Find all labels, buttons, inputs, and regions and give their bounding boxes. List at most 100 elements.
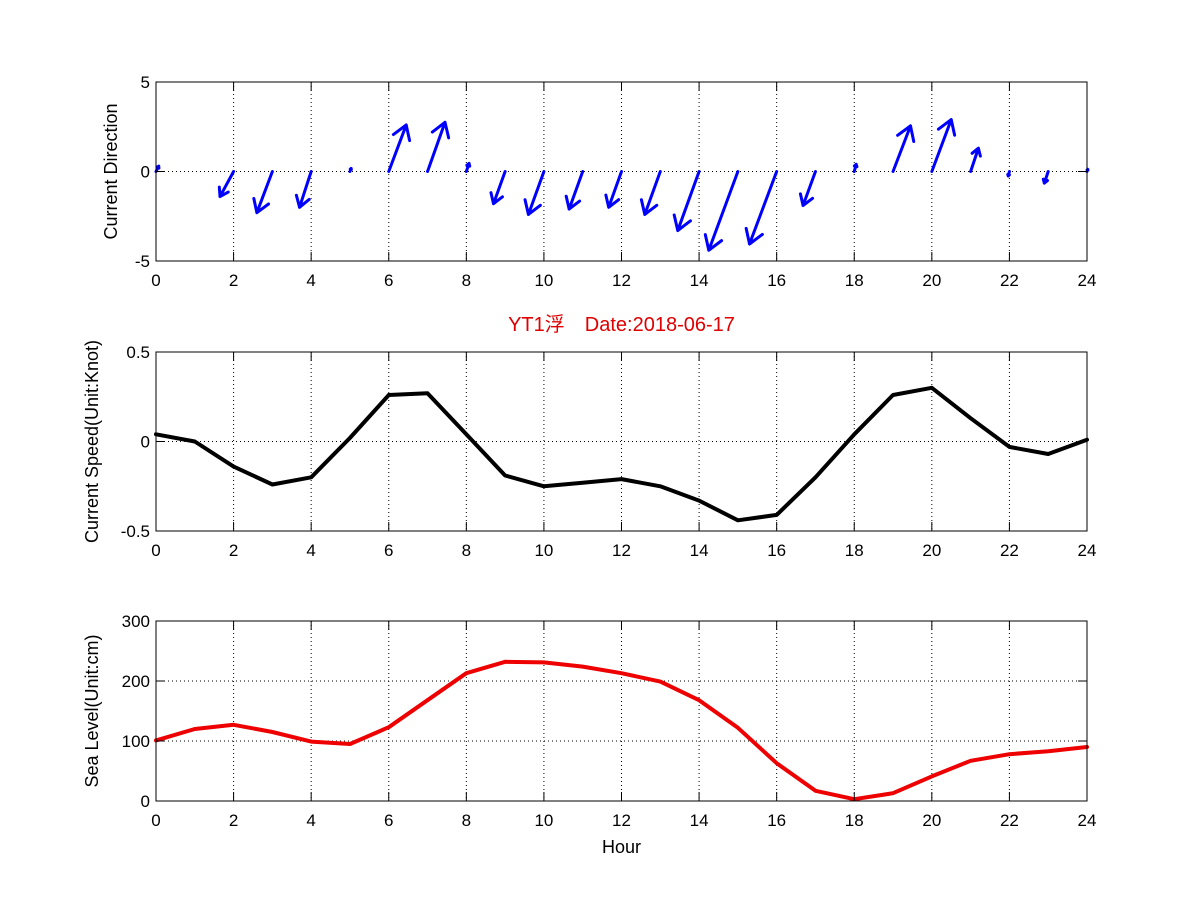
x-tick-label: 0	[151, 811, 160, 830]
current-vector-arrow	[639, 170, 662, 216]
current-vector-arrow	[489, 170, 507, 206]
current-speed-point	[930, 386, 934, 390]
y-tick-label: 200	[122, 672, 150, 691]
current-speed-point	[658, 484, 662, 488]
x-tick-label: 14	[690, 271, 709, 290]
sea-level-point	[387, 725, 391, 729]
x-tick-label: 16	[767, 271, 786, 290]
x-tick-label: 8	[462, 811, 471, 830]
current-speed-point	[1007, 445, 1011, 449]
x-tick-label: 18	[845, 541, 864, 560]
current-speed-point	[542, 484, 546, 488]
sea-level-point	[309, 740, 313, 744]
current-vector-arrow	[672, 170, 701, 233]
sea-level-point	[270, 730, 274, 734]
current-speed-point	[270, 482, 274, 486]
sea-level-point	[620, 671, 623, 675]
x-tick-label: 8	[462, 541, 471, 560]
sea-level-point	[697, 698, 701, 702]
current-speed-point	[309, 475, 313, 479]
y-tick-label: 100	[122, 732, 150, 751]
current-vector-arrow	[523, 170, 546, 216]
y-tick-label: 0	[141, 792, 150, 811]
x-tick-label: 10	[534, 811, 553, 830]
sea-level-point	[581, 665, 585, 669]
sea-level-point	[503, 660, 507, 664]
current-direction-y-axis-label: Current Direction	[101, 103, 121, 239]
sea-level-point	[813, 789, 817, 793]
x-tick-label: 12	[612, 271, 631, 290]
sea-level-series	[154, 659, 1089, 802]
x-tick-label: 0	[151, 541, 160, 560]
current-vector-arrow	[930, 118, 957, 173]
current-speed-y-axis-label: Current Speed(Unit:Knot)	[82, 340, 102, 543]
sea-level-point	[348, 742, 352, 746]
current-vector-arrow	[604, 170, 623, 209]
sea-level-point	[232, 723, 236, 727]
current-speed-point	[193, 440, 197, 443]
current-speed-point	[232, 465, 236, 469]
current-vector-arrow	[891, 124, 916, 173]
x-tick-label: 10	[534, 541, 553, 560]
current-vector-arrow	[1041, 170, 1050, 185]
x-tick-label: 10	[534, 271, 553, 290]
current-vector-arrow	[564, 170, 585, 211]
current-speed-point	[697, 499, 701, 503]
x-tick-label: 24	[1078, 541, 1097, 560]
current-speed-point	[348, 436, 352, 440]
y-tick-label: 0	[141, 163, 150, 182]
current-speed-point	[969, 416, 973, 420]
sea-level-point	[193, 727, 197, 731]
current-vector-arrow	[1006, 170, 1011, 178]
x-tick-label: 16	[767, 811, 786, 830]
current-speed-point	[1046, 452, 1050, 456]
sea-level-point	[775, 761, 779, 765]
current-vector-arrow	[348, 166, 353, 173]
sea-level-y-axis-label: Sea Level(Unit:cm)	[82, 634, 102, 787]
current-speed-point	[813, 475, 817, 479]
sea-level-point	[969, 759, 973, 763]
current-speed-point	[581, 481, 585, 485]
x-tick-label: 14	[690, 541, 709, 560]
x-tick-label: 2	[229, 811, 238, 830]
x-tick-label: 20	[922, 811, 941, 830]
current-speed-point	[620, 477, 623, 481]
current-vector-arrow	[969, 146, 982, 173]
current-vector-arrow	[798, 170, 817, 208]
x-tick-label: 2	[229, 271, 238, 290]
x-tick-label: 8	[462, 271, 471, 290]
x-tick-label: 12	[612, 541, 631, 560]
current-vector-arrow	[464, 161, 472, 173]
current-vector-arrow	[744, 170, 779, 246]
y-tick-label: -5	[135, 252, 150, 271]
x-tick-label: 24	[1078, 811, 1097, 830]
sea-level-point	[542, 660, 546, 664]
sea-level-point	[426, 698, 430, 702]
x-tick-label: 4	[306, 541, 315, 560]
current-speed-point	[426, 391, 430, 395]
y-tick-label: 5	[141, 73, 150, 92]
current-vector-arrow	[217, 170, 236, 199]
x-tick-label: 12	[612, 811, 631, 830]
current-speed-point	[775, 513, 779, 517]
x-tick-label: 20	[922, 271, 941, 290]
chart-title: YT1浮 Date:2018-06-17	[508, 313, 735, 336]
x-tick-label: 18	[845, 271, 864, 290]
current-speed-point	[736, 518, 740, 522]
current-speed-point	[503, 474, 507, 478]
sea-level-point	[464, 671, 468, 675]
x-tick-label: 6	[384, 541, 393, 560]
current-speed-panel: YT1浮 Date:2018-06-17 0 2 4 6 8 10 12 14 16 18 20 22…	[82, 313, 1096, 560]
sea-level-point	[658, 680, 662, 684]
current-vector-arrow	[252, 170, 274, 215]
sea-level-point	[930, 774, 934, 778]
sea-level-point	[1007, 752, 1011, 756]
current-vector-arrow	[703, 170, 740, 252]
sea-level-point	[736, 726, 740, 730]
x-tick-label: 0	[151, 271, 160, 290]
